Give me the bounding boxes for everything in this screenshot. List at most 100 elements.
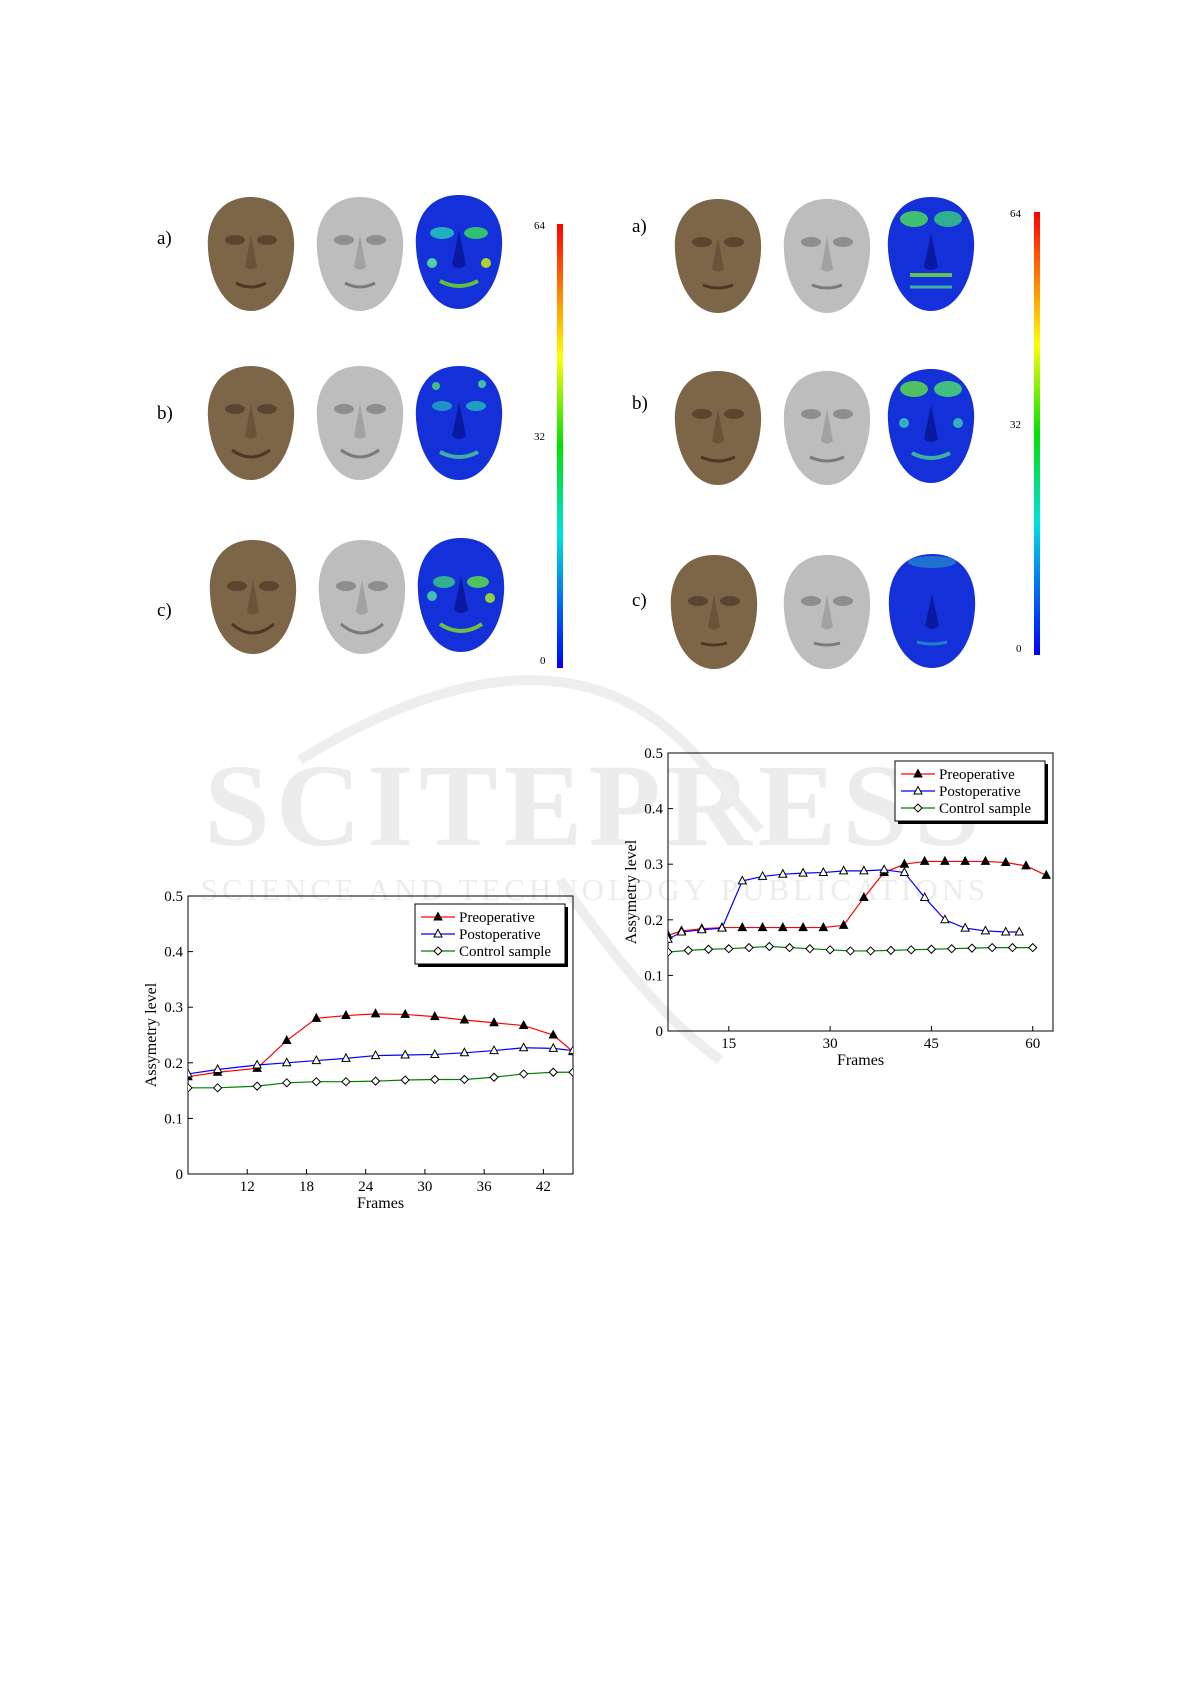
colorbar-right xyxy=(1034,212,1040,655)
x-tick-label: 18 xyxy=(299,1179,314,1195)
colorbar-left xyxy=(557,224,563,668)
data-point xyxy=(459,1014,470,1024)
data-point xyxy=(717,922,727,932)
y-tick-label: 0 xyxy=(656,1024,664,1040)
data-point xyxy=(825,945,835,955)
data-point xyxy=(865,946,876,956)
face-mesh-c xyxy=(318,540,406,654)
y-tick-label: 0 xyxy=(176,1167,184,1183)
y-axis-label: Assymetry level xyxy=(143,982,160,1087)
y-axis-label: Assymetry level xyxy=(623,839,640,944)
asymmetry-chart-right: 0 0.1 0.2 0.3 0.4 0.5 15 30 45 60 Frames Assymetry … xyxy=(623,746,1054,1065)
series-line-preoperative xyxy=(668,860,1047,936)
colorbar-right-min: 0 xyxy=(1016,643,1022,655)
plot-frame xyxy=(667,752,1054,1032)
data-point xyxy=(805,944,815,954)
data-point xyxy=(568,1067,573,1077)
data-point xyxy=(696,924,707,934)
legend-entry: Postoperative xyxy=(939,784,1021,800)
data-point xyxy=(370,1008,381,1018)
data-point xyxy=(744,942,754,953)
legend-marker xyxy=(433,911,443,921)
y-tick-label: 0.3 xyxy=(164,1000,183,1016)
legend-marker xyxy=(433,946,443,956)
row-label-a: a) xyxy=(632,216,647,237)
data-point xyxy=(899,866,910,877)
data-point xyxy=(341,1052,351,1062)
data-point xyxy=(548,1029,559,1039)
row-label-c: c) xyxy=(157,600,172,621)
face-heatmap-a xyxy=(887,197,975,311)
data-point xyxy=(683,945,693,956)
data-point xyxy=(518,1069,529,1079)
data-point xyxy=(281,1034,292,1045)
data-point xyxy=(1000,926,1011,936)
series-line-postoperative xyxy=(188,1047,573,1075)
row-label-a: a) xyxy=(157,228,172,249)
data-point xyxy=(429,1011,440,1021)
data-point xyxy=(341,1009,351,1020)
data-point xyxy=(188,1068,193,1078)
x-tick-label: 36 xyxy=(477,1179,493,1195)
data-point xyxy=(281,1057,292,1067)
data-point xyxy=(859,865,869,875)
data-point xyxy=(818,866,829,877)
asymmetry-chart-left: 0 0.1 0.2 0.3 0.4 0.5 12 18 24 30 36 42 Frames Assyme… xyxy=(143,889,574,1208)
data-point xyxy=(919,891,930,902)
face-textured-b xyxy=(207,366,295,480)
face-panel-left: a) b) c) xyxy=(0,0,595,720)
data-point xyxy=(919,855,930,865)
legend-marker xyxy=(433,928,443,938)
legend-entry: Preoperative xyxy=(939,767,1015,783)
data-point xyxy=(703,944,714,954)
y-tick-label: 0.2 xyxy=(644,913,663,929)
data-point xyxy=(459,1074,470,1085)
x-tick-label: 15 xyxy=(721,1036,736,1052)
data-point xyxy=(188,1083,193,1093)
data-point xyxy=(1021,860,1031,870)
data-point xyxy=(676,926,687,936)
face-mesh-b xyxy=(316,366,404,480)
data-point xyxy=(987,942,997,953)
data-point xyxy=(737,875,748,885)
data-point xyxy=(518,1019,529,1030)
colorbar-left-max: 64 xyxy=(534,220,545,232)
face-heatmap-c xyxy=(417,538,505,652)
colorbar-right-mid: 32 xyxy=(1010,419,1021,431)
data-point xyxy=(282,1078,292,1088)
data-point xyxy=(777,922,788,932)
x-tick-label: 30 xyxy=(417,1179,432,1195)
data-point xyxy=(400,1008,411,1018)
x-axis-label: Frames xyxy=(837,1052,884,1065)
data-point xyxy=(212,1063,223,1073)
data-point xyxy=(548,1042,559,1052)
face-mesh-a xyxy=(783,199,871,313)
x-tick-label: 30 xyxy=(823,1036,838,1052)
data-point xyxy=(668,933,673,943)
legend-entry: Control sample xyxy=(459,944,551,960)
watermark-main: SCITEPRESS xyxy=(204,740,985,871)
data-point xyxy=(838,865,849,875)
data-point xyxy=(784,942,795,953)
data-point xyxy=(311,1055,322,1065)
face-mesh-a xyxy=(316,197,404,311)
data-point xyxy=(311,1012,322,1022)
data-point xyxy=(980,925,991,935)
data-point xyxy=(757,922,768,932)
y-tick-label: 0.4 xyxy=(164,945,183,961)
y-tick-label: 0.5 xyxy=(644,746,663,762)
data-point xyxy=(724,944,734,954)
data-point xyxy=(886,945,896,956)
legend-marker xyxy=(913,803,923,813)
data-point xyxy=(489,1045,499,1055)
legend-marker xyxy=(913,785,923,795)
y-tick-label: 0.1 xyxy=(644,968,663,984)
face-heatmap-c xyxy=(888,554,976,668)
data-point xyxy=(518,1042,529,1052)
data-point xyxy=(568,1045,573,1055)
series-line-control-sample xyxy=(188,1071,573,1089)
data-point xyxy=(548,1067,558,1077)
legend-entry: Control sample xyxy=(939,801,1031,817)
face-heatmap-b xyxy=(415,366,503,480)
